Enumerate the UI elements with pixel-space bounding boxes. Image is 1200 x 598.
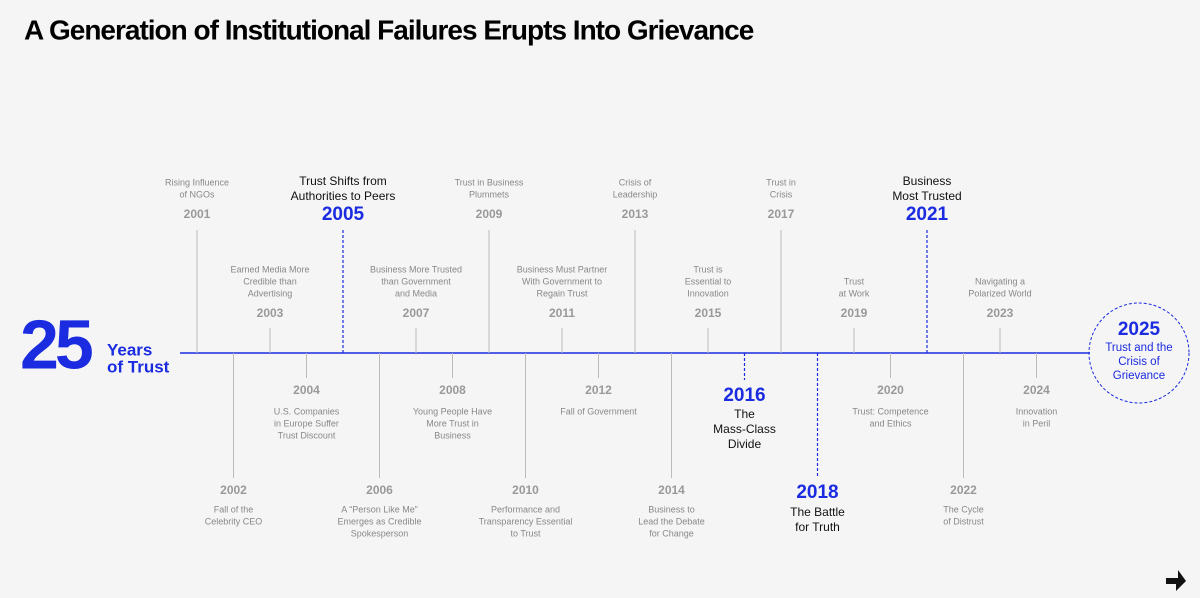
- event-label: Innovation: [687, 288, 729, 298]
- event-label: Trust in: [766, 177, 796, 187]
- event-label: Business: [903, 174, 952, 188]
- event-label: in Peril: [1023, 418, 1051, 428]
- event-year: 2017: [768, 207, 795, 221]
- event-label: Young People Have: [413, 406, 492, 416]
- event-label: and Media: [395, 288, 437, 298]
- event-label: Business to: [648, 504, 695, 514]
- event-label: at Work: [839, 288, 870, 298]
- event-year: 2001: [184, 207, 211, 221]
- event-label: Celebrity CEO: [205, 516, 263, 526]
- event-label: Essential to: [685, 276, 732, 286]
- badge-label: of Trust: [107, 357, 170, 376]
- event-label: Navigating a: [975, 276, 1025, 286]
- event-label: and Ethics: [869, 418, 912, 428]
- event-year: 2024: [1023, 383, 1050, 397]
- final-label: Crisis of: [1118, 356, 1160, 368]
- event-year: 2009: [476, 207, 503, 221]
- event-label: Advertising: [248, 288, 293, 298]
- event-label: Spokesperson: [351, 528, 409, 538]
- event-label: Trust is: [693, 264, 723, 274]
- event-label: Crisis of: [619, 177, 652, 187]
- event-label: Trust Shifts from: [299, 174, 387, 188]
- event-label: than Government: [381, 276, 451, 286]
- event-label: Performance and: [491, 504, 560, 514]
- final-year: 2025: [1118, 319, 1161, 340]
- event-label: Business Must Partner: [517, 264, 608, 274]
- event-year: 2013: [622, 207, 649, 221]
- event-year: 2003: [257, 306, 284, 320]
- event-label: of NGOs: [179, 189, 215, 199]
- event-label: U.S. Companies: [274, 406, 340, 416]
- next-arrow: [1166, 570, 1186, 591]
- event-year: 2014: [658, 483, 685, 497]
- event-label: Mass-Class: [713, 422, 776, 436]
- event-year: 2007: [403, 306, 430, 320]
- badge-label: Years: [107, 340, 152, 359]
- event-label: The Battle: [790, 505, 845, 519]
- event-year: 2005: [322, 204, 365, 225]
- event-label: Trust Discount: [278, 430, 336, 440]
- final-label: Trust and the: [1105, 342, 1172, 354]
- event-year: 2015: [695, 306, 722, 320]
- event-label: Fall of Government: [560, 406, 637, 416]
- event-label: Trust: Competence: [852, 406, 928, 416]
- event-label: in Europe Suffer: [274, 418, 339, 428]
- event-year: 2019: [841, 306, 868, 320]
- final-circle: [1088, 302, 1190, 404]
- event-year: 2020: [877, 383, 904, 397]
- event-label: Fall of the: [214, 504, 254, 514]
- event-year: 2018: [796, 482, 838, 503]
- event-label: Business More Trusted: [370, 264, 462, 274]
- event-label: Business: [434, 430, 471, 440]
- event-label: Leadership: [613, 189, 658, 199]
- event-label: Lead the Debate: [638, 516, 705, 526]
- event-label: Plummets: [469, 189, 510, 199]
- event-label: Divide: [728, 437, 762, 451]
- event-label: for Change: [649, 528, 694, 538]
- event-year: 2012: [585, 383, 612, 397]
- event-year: 2011: [549, 306, 575, 320]
- event-label: Earned Media More: [230, 264, 309, 274]
- event-year: 2023: [987, 306, 1014, 320]
- event-label: Innovation: [1016, 406, 1058, 416]
- event-label: The Cycle: [943, 504, 984, 514]
- event-year: 2002: [220, 483, 247, 497]
- event-label: With Government to: [522, 276, 602, 286]
- event-label: A “Person Like Me”: [341, 504, 418, 514]
- page-title: A Generation of Institutional Failures E…: [24, 14, 754, 45]
- event-year: 2016: [723, 385, 765, 406]
- event-label: for Truth: [795, 520, 840, 534]
- final-label: Grievance: [1113, 370, 1165, 382]
- event-label: to Trust: [510, 528, 541, 538]
- event-label: Credible than: [243, 276, 297, 286]
- event-label: Authorities to Peers: [291, 189, 396, 203]
- event-label: More Trust in: [426, 418, 479, 428]
- event-label: Rising Influence: [165, 177, 229, 187]
- event-label: Trust: [844, 276, 865, 286]
- event-label: Crisis: [770, 189, 793, 199]
- event-year: 2010: [512, 483, 539, 497]
- event-year: 2022: [950, 483, 977, 497]
- event-year: 2004: [293, 383, 320, 397]
- event-label: Trust in Business: [455, 177, 524, 187]
- badge-number: 25: [20, 305, 92, 383]
- event-year: 2008: [439, 383, 466, 397]
- event-label: Polarized World: [968, 288, 1031, 298]
- event-label: Emerges as Credible: [337, 516, 421, 526]
- event-label: Transparency Essential: [479, 516, 573, 526]
- event-label: of Distrust: [943, 516, 984, 526]
- event-year: 2021: [906, 204, 949, 225]
- event-label: The: [734, 407, 755, 421]
- event-label: Regain Trust: [536, 288, 588, 298]
- event-year: 2006: [366, 483, 393, 497]
- event-label: Most Trusted: [892, 189, 961, 203]
